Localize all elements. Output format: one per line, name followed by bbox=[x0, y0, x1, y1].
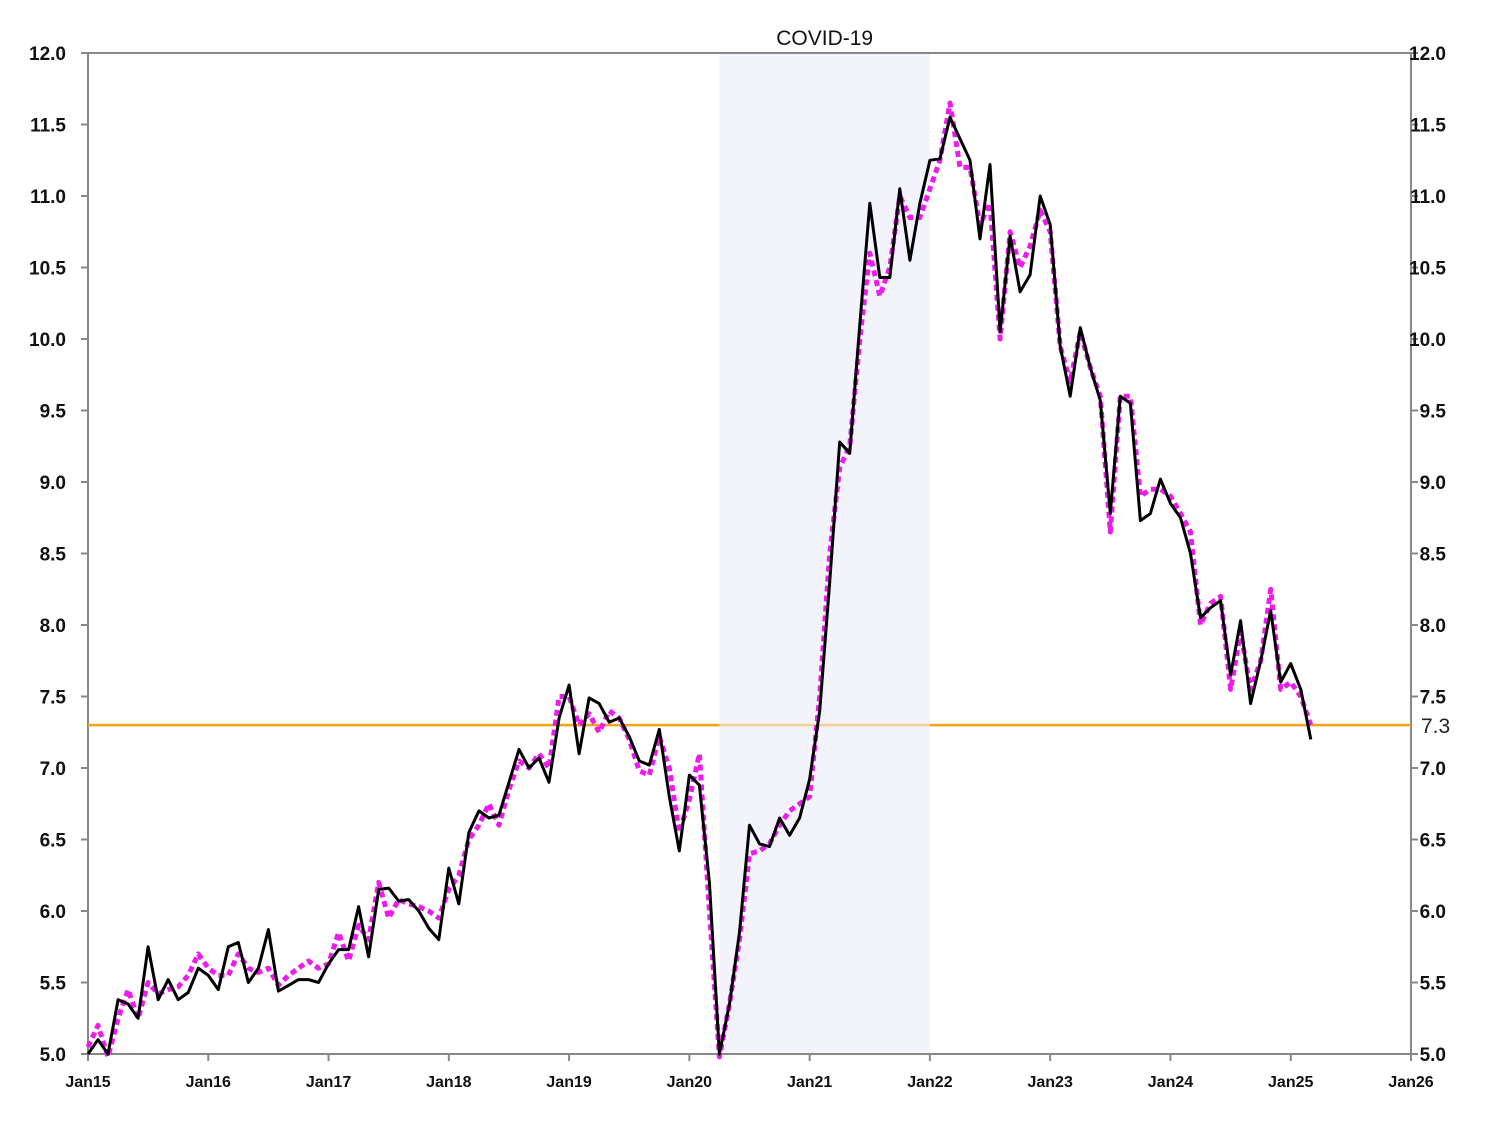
y-tick-label-right: 11.0 bbox=[1410, 187, 1446, 208]
x-tick-label: Jan19 bbox=[546, 1074, 591, 1091]
y-tick-label-right: 8.5 bbox=[1420, 545, 1447, 566]
x-tick-label: Jan16 bbox=[186, 1074, 231, 1091]
x-tick-label: Jan24 bbox=[1148, 1074, 1193, 1091]
y-tick-label-left: 11.5 bbox=[30, 116, 66, 137]
y-tick-label-right: 10.5 bbox=[1409, 259, 1446, 280]
y-tick-label-left: 7.5 bbox=[40, 688, 67, 709]
x-tick-label: Jan17 bbox=[306, 1074, 351, 1091]
labels-layer: COVID-19 5.0 5.0 5.5 5.5 6.0 6.0 6.5 6.5 7.0 7.0 7.… bbox=[29, 27, 1450, 1091]
y-tick-label-right: 6.5 bbox=[1420, 831, 1447, 852]
reference-line-label: 7.3 bbox=[1421, 715, 1450, 738]
x-tick-label: Jan23 bbox=[1027, 1074, 1072, 1091]
x-tick-label: Jan25 bbox=[1268, 1074, 1313, 1091]
y-tick-label-right: 5.5 bbox=[1420, 974, 1447, 995]
y-tick-label-left: 5.5 bbox=[40, 974, 67, 995]
y-tick-label-right: 5.0 bbox=[1420, 1045, 1446, 1066]
y-tick-label-left: 6.5 bbox=[40, 831, 67, 852]
y-tick-label-right: 12.0 bbox=[1409, 44, 1446, 65]
y-tick-label-left: 10.0 bbox=[29, 330, 66, 351]
y-tick-label-right: 7.0 bbox=[1420, 759, 1446, 780]
y-tick-label-right: 6.0 bbox=[1420, 902, 1446, 923]
y-tick-label-left: 9.5 bbox=[40, 402, 67, 423]
series-dotted-line bbox=[85, 100, 1314, 1060]
x-tick-label: Jan20 bbox=[667, 1074, 712, 1091]
y-tick-label-left: 6.0 bbox=[40, 902, 66, 923]
x-tick-label: Jan21 bbox=[787, 1074, 832, 1091]
y-tick-label-right: 9.5 bbox=[1420, 402, 1447, 423]
y-tick-label-right: 9.0 bbox=[1420, 473, 1446, 494]
x-tick-label: Jan15 bbox=[65, 1074, 110, 1091]
y-tick-label-left: 8.5 bbox=[40, 545, 67, 566]
series-layer bbox=[85, 100, 1314, 1060]
y-tick-label-right: 7.5 bbox=[1420, 688, 1447, 709]
x-tick-label: Jan22 bbox=[907, 1074, 952, 1091]
y-tick-label-left: 12.0 bbox=[29, 44, 66, 65]
x-tick-label: Jan18 bbox=[426, 1074, 471, 1091]
y-tick-label-right: 10.0 bbox=[1409, 330, 1446, 351]
y-tick-label-left: 10.5 bbox=[29, 259, 66, 280]
series-solid-line bbox=[86, 115, 1313, 1056]
axes bbox=[81, 52, 1418, 1061]
x-tick-label: Jan26 bbox=[1388, 1074, 1433, 1091]
y-tick-label-left: 9.0 bbox=[40, 473, 66, 494]
y-tick-label-left: 8.0 bbox=[40, 616, 66, 637]
y-tick-label-left: 7.0 bbox=[40, 759, 66, 780]
y-tick-label-left: 5.0 bbox=[40, 1045, 66, 1066]
y-tick-label-left: 11.0 bbox=[30, 187, 66, 208]
y-tick-label-right: 11.5 bbox=[1410, 116, 1446, 137]
shaded-region-label: COVID-19 bbox=[776, 27, 873, 50]
y-tick-label-right: 8.0 bbox=[1420, 616, 1446, 637]
